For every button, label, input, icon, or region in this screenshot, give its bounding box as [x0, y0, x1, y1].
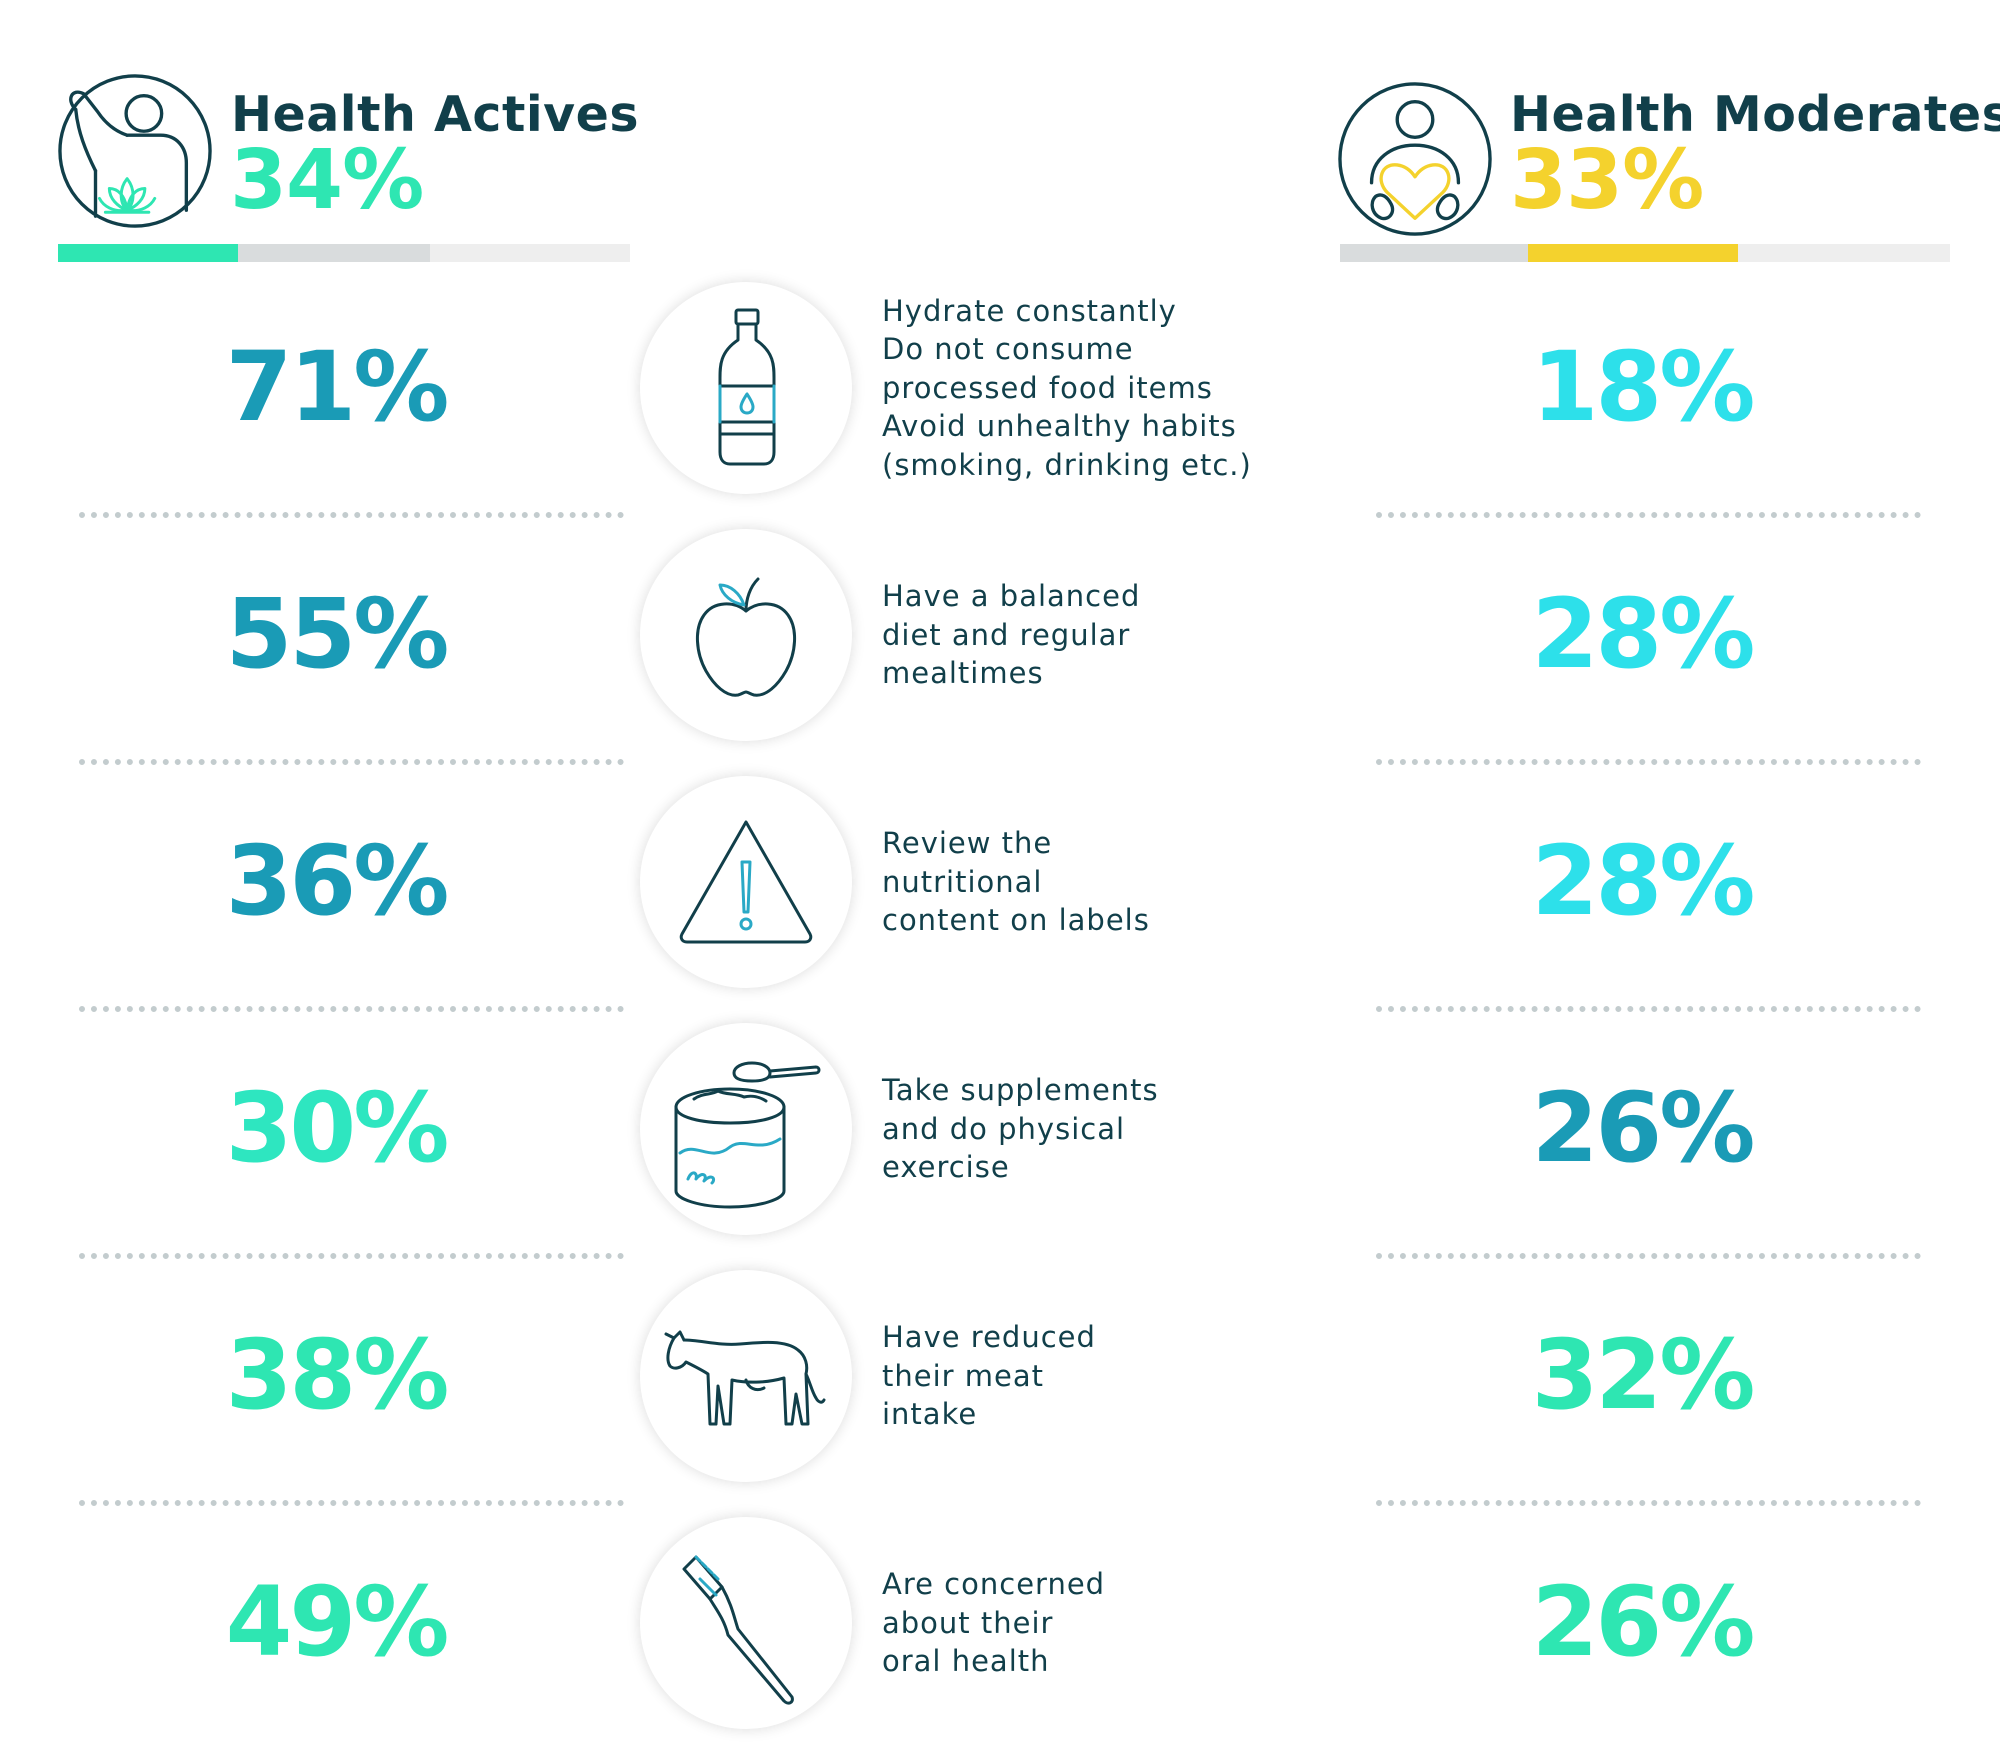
- dotted-divider: [1376, 512, 1921, 518]
- description-line: and do physical: [882, 1111, 1126, 1146]
- health-actives-stat: 36%: [225, 825, 450, 937]
- behavior-description: Review the nutritional content on labels: [882, 824, 1302, 940]
- description-line: mealtimes: [882, 656, 1044, 691]
- health-actives-stat: 30%: [225, 1072, 450, 1184]
- description-line: Avoid unhealthy habits: [882, 409, 1237, 444]
- description-line: Review the: [882, 826, 1053, 861]
- dotted-divider: [79, 1006, 624, 1012]
- dotted-divider: [1376, 1500, 1921, 1506]
- toothbrush-icon: [640, 1517, 852, 1729]
- health-actives-stat: 49%: [225, 1566, 450, 1678]
- health-actives-icon: [56, 72, 214, 230]
- supplement-powder-can-icon: [640, 1023, 852, 1235]
- cow-icon: [640, 1270, 852, 1482]
- warning-triangle-icon: [640, 776, 852, 988]
- dotted-divider: [79, 512, 624, 518]
- description-line: oral health: [882, 1644, 1050, 1679]
- description-line: Do not consume: [882, 332, 1134, 367]
- health-moderates-percent: 33%: [1510, 133, 1704, 228]
- health-actives-percent: 34%: [230, 133, 424, 228]
- dotted-divider: [79, 1500, 624, 1506]
- health-moderates-stat: 18%: [1531, 331, 1756, 443]
- description-line: exercise: [882, 1150, 1010, 1185]
- behavior-description: Have a balanced diet and regular mealtimes: [882, 577, 1302, 693]
- health-moderates-stat: 26%: [1531, 1566, 1756, 1678]
- dotted-divider: [1376, 759, 1921, 765]
- health-moderates-stat: 26%: [1531, 1072, 1756, 1184]
- description-line: Are concerned: [882, 1567, 1106, 1602]
- behavior-description: Take supplements and do physical exercise: [882, 1071, 1302, 1187]
- dotted-divider: [79, 759, 624, 765]
- description-line: nutritional: [882, 864, 1043, 899]
- water-bottle-icon: [640, 282, 852, 494]
- health-moderates-stat: 28%: [1531, 825, 1756, 937]
- description-line: diet and regular: [882, 617, 1131, 652]
- description-line: Take supplements: [882, 1073, 1159, 1108]
- apple-icon: [640, 529, 852, 741]
- behavior-description: Are concerned about their oral health: [882, 1565, 1302, 1681]
- health-actives-stat: 55%: [225, 578, 450, 690]
- behavior-description: Have reduced their meat intake: [882, 1318, 1302, 1434]
- health-moderates-stat: 28%: [1531, 578, 1756, 690]
- description-line: about their: [882, 1605, 1054, 1640]
- health-moderates-icon: [1336, 80, 1494, 238]
- dotted-divider: [79, 1253, 624, 1259]
- behavior-description: Hydrate constantly Do not consume processe…: [882, 292, 1302, 485]
- description-line: intake: [882, 1397, 978, 1432]
- health-actives-stat: 38%: [225, 1319, 450, 1431]
- description-line: (smoking, drinking etc.): [882, 447, 1252, 482]
- description-line: processed food items: [882, 370, 1213, 405]
- dotted-divider: [1376, 1253, 1921, 1259]
- health-actives-stat: 71%: [225, 331, 450, 443]
- description-line: Have reduced: [882, 1320, 1096, 1355]
- description-line: Hydrate constantly: [882, 293, 1177, 328]
- description-line: content on labels: [882, 903, 1150, 938]
- health-actives-title: Health Actives: [231, 86, 639, 143]
- health-moderates-stat: 32%: [1531, 1319, 1756, 1431]
- dotted-divider: [1376, 1006, 1921, 1012]
- description-line: Have a balanced: [882, 579, 1141, 614]
- description-line: their meat: [882, 1358, 1045, 1393]
- health-moderates-title: Health Moderates: [1510, 86, 2000, 143]
